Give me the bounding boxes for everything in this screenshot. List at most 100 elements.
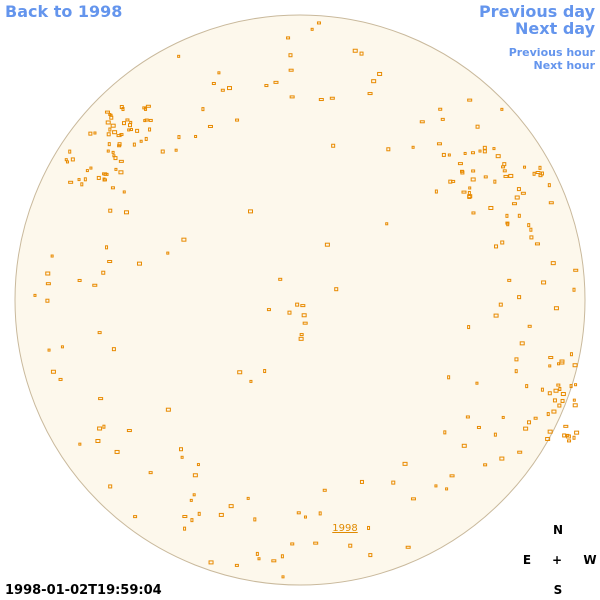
speck bbox=[483, 175, 488, 179]
speck bbox=[461, 190, 467, 194]
speck bbox=[144, 136, 148, 141]
compass-center: + bbox=[552, 553, 562, 567]
speck bbox=[463, 151, 467, 155]
speck bbox=[45, 282, 51, 286]
speck bbox=[514, 369, 518, 374]
speck bbox=[540, 387, 544, 392]
speck bbox=[471, 211, 476, 215]
speck bbox=[88, 131, 93, 136]
speck bbox=[506, 222, 510, 227]
next-hour-link[interactable]: Next hour bbox=[534, 59, 596, 72]
speck bbox=[569, 352, 573, 357]
speck bbox=[535, 170, 541, 174]
speck bbox=[457, 162, 463, 166]
speck bbox=[334, 287, 339, 292]
speck bbox=[405, 545, 411, 549]
speck bbox=[419, 120, 425, 124]
speck bbox=[180, 455, 184, 459]
speck bbox=[324, 242, 330, 247]
speck bbox=[548, 356, 554, 360]
speck bbox=[556, 383, 561, 387]
speck bbox=[271, 559, 277, 563]
speck bbox=[174, 148, 178, 152]
speck bbox=[322, 488, 327, 492]
speck bbox=[113, 156, 118, 161]
speck bbox=[367, 92, 373, 96]
speck bbox=[447, 153, 451, 157]
speck bbox=[77, 278, 82, 282]
speck bbox=[102, 178, 107, 182]
speck bbox=[470, 177, 476, 182]
speck bbox=[467, 194, 473, 199]
back-link[interactable]: Back to 1998 bbox=[5, 2, 122, 21]
speck bbox=[201, 107, 205, 112]
speck bbox=[177, 135, 181, 140]
speck bbox=[547, 183, 551, 188]
speck bbox=[434, 189, 438, 194]
next-day-link[interactable]: Next day bbox=[515, 19, 596, 38]
speck bbox=[142, 106, 147, 110]
speck bbox=[517, 450, 523, 454]
speck bbox=[263, 369, 267, 374]
speck bbox=[197, 511, 201, 516]
speck bbox=[166, 251, 170, 255]
previous-day-link[interactable]: Previous day bbox=[479, 2, 596, 21]
speck bbox=[527, 223, 531, 228]
speck bbox=[208, 560, 214, 565]
previous-hour-link[interactable]: Previous hour bbox=[509, 46, 596, 59]
speck bbox=[540, 171, 544, 176]
speck bbox=[495, 154, 501, 159]
speck bbox=[553, 306, 559, 311]
speck bbox=[352, 48, 358, 53]
speck bbox=[247, 209, 253, 214]
speck bbox=[179, 447, 184, 452]
speck bbox=[545, 436, 551, 441]
speck bbox=[548, 201, 554, 205]
speck bbox=[443, 430, 447, 435]
speck bbox=[574, 430, 580, 435]
speck bbox=[557, 403, 562, 408]
speck bbox=[194, 134, 198, 138]
speck bbox=[468, 186, 472, 190]
speck bbox=[106, 132, 111, 137]
speck bbox=[160, 149, 165, 154]
speck bbox=[548, 364, 552, 368]
speck bbox=[102, 172, 108, 176]
year-label[interactable]: 1998 bbox=[332, 523, 357, 534]
speck bbox=[500, 107, 504, 111]
speck bbox=[296, 511, 301, 515]
speck bbox=[227, 86, 233, 91]
speck bbox=[391, 480, 396, 485]
speck bbox=[514, 195, 520, 200]
speck bbox=[114, 449, 120, 454]
speck bbox=[190, 518, 194, 523]
speck bbox=[288, 53, 293, 58]
speck bbox=[207, 124, 213, 128]
speck bbox=[280, 554, 284, 559]
speck bbox=[121, 107, 125, 112]
speck bbox=[567, 439, 572, 443]
speck bbox=[218, 512, 224, 517]
speck bbox=[235, 118, 240, 122]
speck bbox=[93, 131, 97, 135]
speck bbox=[505, 213, 509, 218]
speck bbox=[467, 325, 471, 330]
speck bbox=[110, 186, 115, 190]
speck bbox=[105, 245, 109, 250]
speck bbox=[572, 363, 578, 368]
speck bbox=[449, 474, 455, 478]
speck bbox=[445, 487, 449, 491]
speck bbox=[508, 173, 514, 178]
speck bbox=[572, 287, 576, 292]
speck bbox=[181, 237, 187, 242]
speck bbox=[286, 36, 291, 40]
speck bbox=[196, 463, 200, 467]
speck bbox=[145, 104, 151, 108]
speck bbox=[266, 308, 271, 312]
speck bbox=[114, 167, 118, 171]
speck bbox=[547, 429, 553, 434]
speck bbox=[302, 321, 308, 325]
speck bbox=[102, 424, 106, 429]
speck bbox=[253, 517, 257, 522]
speck bbox=[517, 295, 522, 300]
